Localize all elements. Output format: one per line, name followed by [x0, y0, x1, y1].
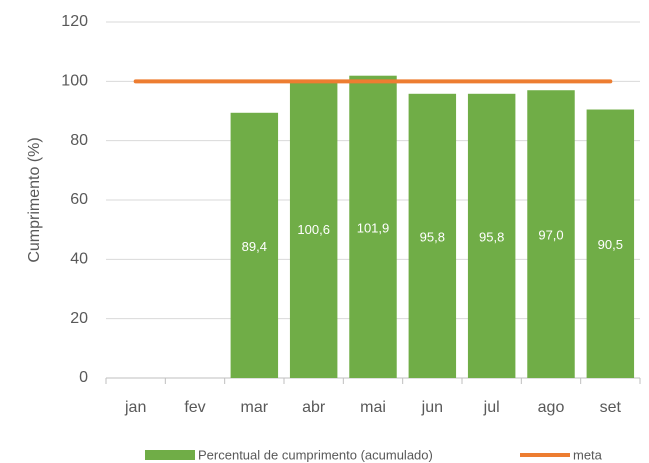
- value-label: 101,9: [357, 220, 390, 235]
- bar: [230, 112, 279, 378]
- bar: [467, 93, 516, 378]
- x-tick-label: jan: [124, 399, 146, 416]
- y-tick-label: 120: [61, 13, 88, 30]
- x-tick-label: mai: [360, 399, 386, 416]
- bar: [289, 79, 338, 378]
- y-tick-label: 80: [70, 132, 88, 149]
- y-tick-label: 40: [70, 251, 88, 268]
- legend-label: meta: [573, 447, 603, 462]
- value-label: 95,8: [479, 229, 504, 244]
- y-tick-label: 60: [70, 191, 88, 208]
- value-label: 89,4: [242, 239, 267, 254]
- bar: [349, 75, 397, 379]
- y-axis-label: Cumprimento (%): [26, 137, 43, 262]
- value-label: 95,8: [420, 229, 445, 244]
- y-tick-label: 100: [61, 73, 88, 90]
- legend-label: Percentual de cumprimento (acumulado): [198, 447, 433, 462]
- bar: [408, 93, 457, 378]
- bar: [527, 90, 575, 378]
- bar: [586, 109, 635, 379]
- x-tick-label: jun: [421, 399, 443, 416]
- x-tick-label: set: [600, 399, 622, 416]
- x-tick-label: ago: [538, 399, 565, 416]
- value-label: 97,0: [538, 228, 563, 243]
- x-tick-label: jul: [483, 399, 500, 416]
- x-tick-label: mar: [241, 399, 269, 416]
- legend-swatch: [145, 450, 195, 460]
- x-tick-label: fev: [184, 399, 205, 416]
- value-label: 90,5: [598, 237, 623, 252]
- y-tick-label: 0: [79, 369, 88, 386]
- y-tick-label: 20: [70, 310, 88, 327]
- x-tick-label: abr: [302, 399, 326, 416]
- value-label: 100,6: [297, 222, 330, 237]
